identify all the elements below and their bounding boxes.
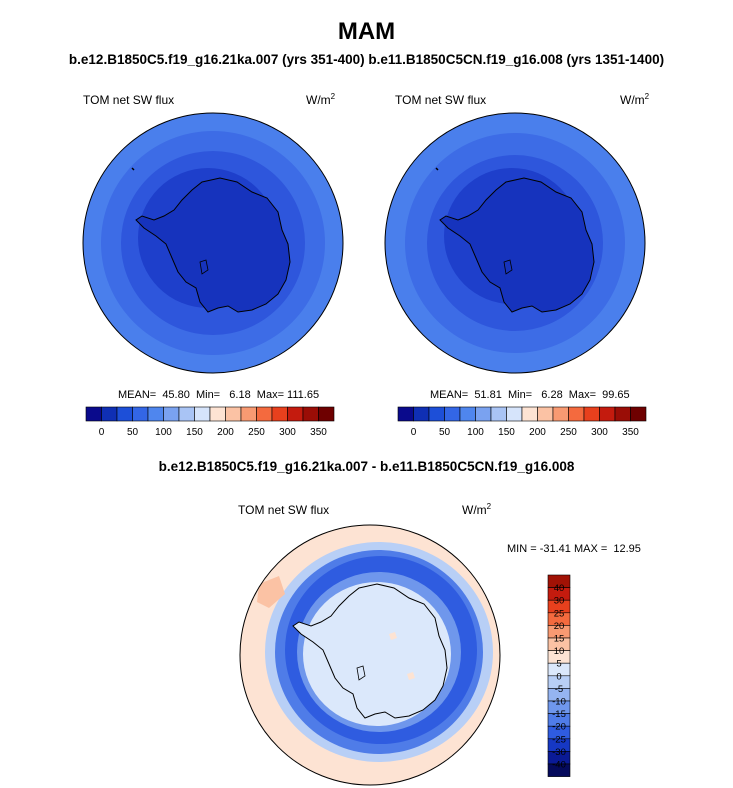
diff-colorbar-tick-label: 20 [554, 621, 565, 632]
right-colorbar-swatch [506, 406, 523, 422]
left-colorbar-swatch [287, 406, 304, 422]
left-colorbar-swatch [225, 406, 242, 422]
left-colorbar-swatch [256, 406, 273, 422]
left-colorbar-tick-label: 150 [186, 427, 203, 438]
diff-colorbar-tick-label: -5 [555, 684, 563, 695]
left-colorbar-tick-label: 250 [248, 427, 265, 438]
left-colorbar-swatch [318, 406, 335, 422]
right-colorbar-tick-label: 200 [529, 427, 546, 438]
left-colorbar-swatch [178, 406, 195, 422]
right-colorbar-swatch [552, 406, 569, 422]
diff-colorbar-tick-label: -25 [552, 734, 566, 745]
right-unit-label: W/m2 [620, 92, 650, 107]
right-colorbar-swatch [490, 406, 507, 422]
right-colorbar-swatch [459, 406, 476, 422]
right-colorbar-swatch [475, 406, 492, 422]
right-colorbar-swatch [444, 406, 461, 422]
diff-colorbar-tick-label: 40 [554, 583, 565, 594]
difference-title: b.e12.B1850C5.f19_g16.21ka.007 - b.e11.B… [158, 459, 575, 474]
right-variable-label: TOM net SW flux [395, 93, 487, 107]
left-polar-map [82, 112, 344, 374]
diff-colorbar-tick-label: -20 [552, 722, 566, 733]
left-colorbar-swatch [271, 406, 288, 422]
right-colorbar-tick-label: 250 [560, 427, 577, 438]
figure-title: MAM [337, 18, 396, 45]
right-colorbar-swatch [413, 406, 430, 422]
diff-colorbar-tick-label: 15 [554, 634, 565, 645]
diff-unit-label: W/m2 [462, 502, 492, 517]
diff-polar-map [239, 524, 501, 786]
left-colorbar-tick-label: 50 [127, 427, 139, 438]
right-colorbar-tick-label: 350 [622, 427, 639, 438]
diff-colorbar-tick-label: 10 [554, 646, 565, 657]
right-colorbar-swatch [428, 406, 445, 422]
right-colorbar-tick-label: 50 [439, 427, 451, 438]
left-colorbar-tick-label: 200 [217, 427, 234, 438]
left-colorbar-swatch [147, 406, 164, 422]
right-colorbar-tick-label: 100 [467, 427, 484, 438]
right-colorbar-tick-label: 150 [498, 427, 515, 438]
right-colorbar-swatch [537, 406, 554, 422]
right-stats: MEAN= 51.81 Min= 6.28 Max= 99.65 [430, 389, 630, 401]
right-colorbar: 0 50 100 150 200 250 300 350 [397, 406, 647, 438]
diff-colorbar-tick-label: 0 [556, 671, 561, 682]
left-colorbar-swatch [194, 406, 211, 422]
diff-colorbar-tick-label: -15 [552, 709, 566, 720]
left-colorbar-tick-label: 100 [155, 427, 172, 438]
left-colorbar-swatch [85, 406, 102, 422]
diff-colorbar-tick-label: 25 [554, 608, 565, 619]
left-colorbar-swatch [209, 406, 226, 422]
diff-colorbar-tick-label: 5 [556, 659, 561, 670]
right-colorbar-swatch [397, 406, 414, 422]
diff-stats: MIN = -31.41 MAX = 12.95 [507, 543, 641, 555]
diff-colorbar-tick-label: 30 [554, 596, 565, 607]
right-colorbar-tick-label: 300 [591, 427, 608, 438]
right-colorbar-tick-label: 0 [411, 427, 417, 438]
left-stats: MEAN= 45.80 Min= 6.18 Max= 111.65 [118, 389, 320, 401]
left-colorbar-swatch [163, 406, 180, 422]
left-colorbar-tick-label: 0 [99, 427, 105, 438]
left-colorbar: 0 50 100 150 200 250 300 350 [85, 406, 335, 438]
right-colorbar-swatch [521, 406, 538, 422]
right-colorbar-swatch [583, 406, 600, 422]
left-colorbar-swatch [116, 406, 133, 422]
left-colorbar-swatch [132, 406, 149, 422]
right-colorbar-swatch [599, 406, 616, 422]
left-colorbar-tick-label: 300 [279, 427, 296, 438]
left-colorbar-swatch [101, 406, 118, 422]
left-unit-label: W/m2 [306, 92, 336, 107]
figure-subtitle: b.e12.B1850C5.f19_g16.21ka.007 (yrs 351-… [68, 52, 665, 67]
right-colorbar-swatch [614, 406, 631, 422]
diff-colorbar-tick-label: -10 [552, 697, 566, 708]
right-polar-map [384, 112, 646, 374]
left-colorbar-swatch [240, 406, 257, 422]
left-colorbar-swatch [302, 406, 319, 422]
diff-colorbar-tick-label: -30 [552, 747, 566, 758]
right-colorbar-swatch [568, 406, 585, 422]
diff-colorbar-swatch [547, 763, 571, 777]
diff-colorbar-tick-label: -40 [552, 760, 566, 771]
left-colorbar-tick-label: 350 [310, 427, 327, 438]
diff-variable-label: TOM net SW flux [238, 503, 330, 517]
right-colorbar-swatch [630, 406, 647, 422]
left-variable-label: TOM net SW flux [83, 93, 175, 107]
